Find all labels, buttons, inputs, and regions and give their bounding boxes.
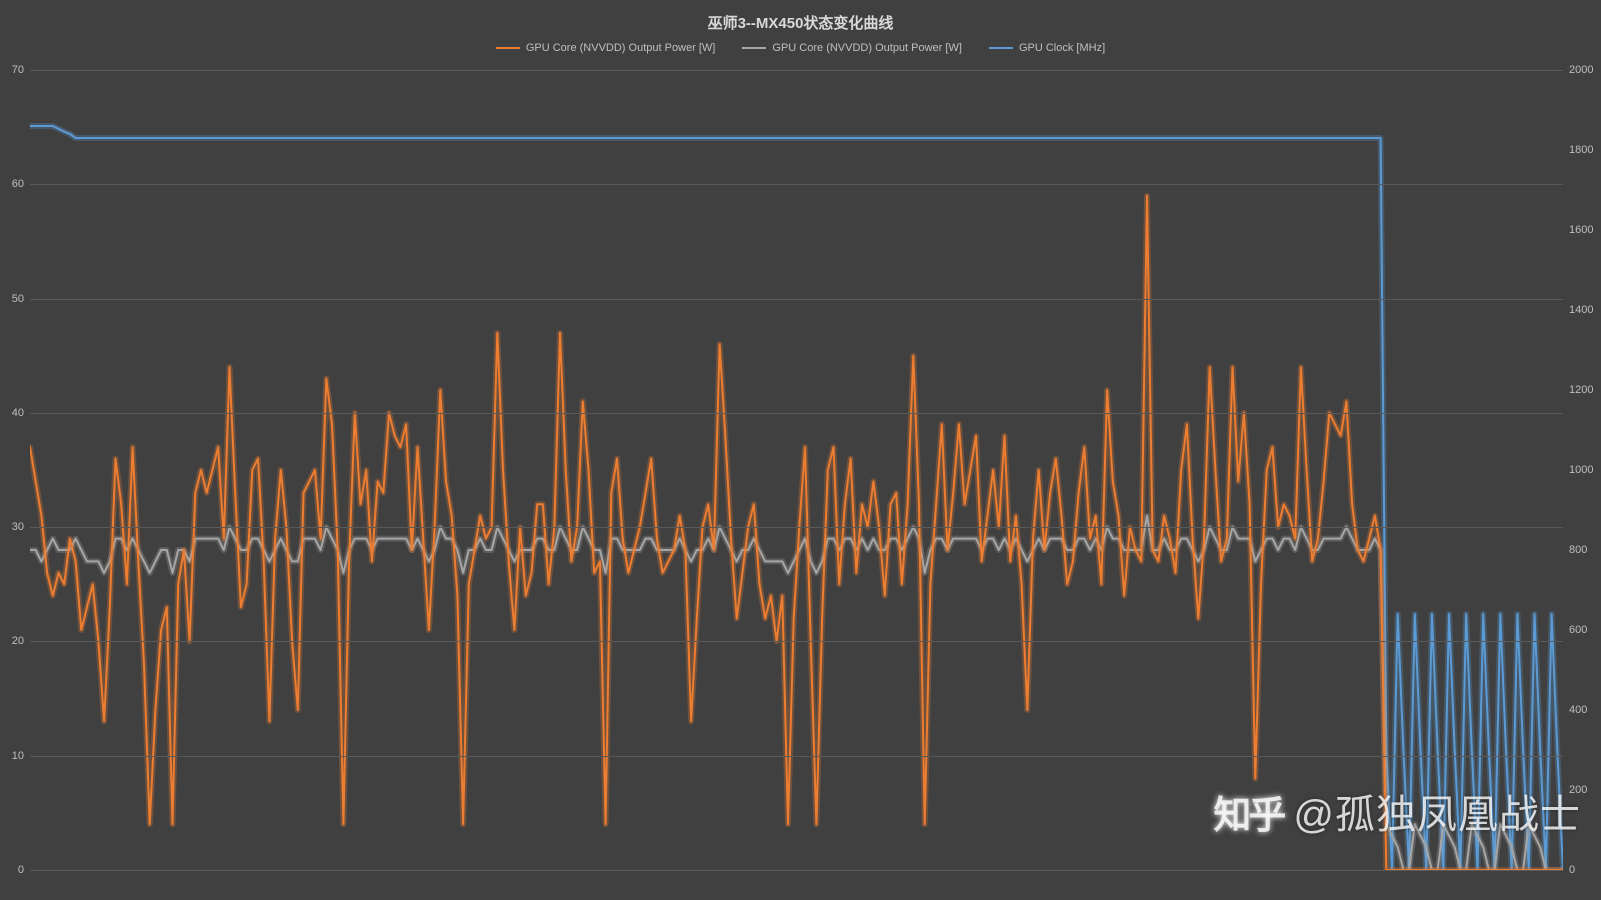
y-left-tick-label: 50	[12, 293, 30, 305]
legend-item-gray: GPU Core (NVVDD) Output Power [W]	[742, 42, 962, 54]
y-left-tick-label: 70	[12, 64, 30, 76]
chart-legend: GPU Core (NVVDD) Output Power [W] GPU Co…	[0, 40, 1601, 54]
gridline	[30, 70, 1563, 71]
legend-swatch-gray	[742, 47, 766, 49]
y-right-tick-label: 600	[1563, 624, 1587, 636]
y-left-tick-label: 20	[12, 635, 30, 647]
watermark-text: @孤独凤凰战士	[1293, 782, 1581, 840]
y-right-tick-label: 2000	[1563, 64, 1593, 76]
legend-label: GPU Core (NVVDD) Output Power [W]	[772, 42, 962, 54]
y-right-tick-label: 1000	[1563, 464, 1593, 476]
legend-swatch-orange	[496, 47, 520, 49]
gridline	[30, 641, 1563, 642]
y-right-tick-label: 400	[1563, 704, 1587, 716]
y-left-tick-label: 60	[12, 178, 30, 190]
plot-area: 010203040506070 020040060080010001200140…	[30, 70, 1563, 870]
legend-item-blue: GPU Clock [MHz]	[989, 42, 1105, 54]
legend-label: GPU Core (NVVDD) Output Power [W]	[526, 42, 716, 54]
gridline	[30, 299, 1563, 300]
gridline	[30, 184, 1563, 185]
y-left-tick-label: 10	[12, 750, 30, 762]
chart-title: 巫师3--MX450状态变化曲线	[0, 12, 1601, 33]
y-right-tick-label: 1600	[1563, 224, 1593, 236]
y-right-tick-label: 800	[1563, 544, 1587, 556]
chart-svg	[30, 70, 1563, 870]
y-right-tick-label: 1800	[1563, 144, 1593, 156]
legend-label: GPU Clock [MHz]	[1019, 42, 1105, 54]
y-right-tick-label: 1200	[1563, 384, 1593, 396]
series-glow-orange	[30, 196, 1563, 870]
y-right-tick-label: 1400	[1563, 304, 1593, 316]
gridline	[30, 756, 1563, 757]
y-left-tick-label: 40	[12, 407, 30, 419]
gridline	[30, 413, 1563, 414]
watermark: 知乎 @孤独凤凰战士	[1213, 782, 1581, 840]
legend-swatch-blue	[989, 47, 1013, 49]
y-left-tick-label: 30	[12, 521, 30, 533]
y-right-tick-label: 0	[1563, 864, 1575, 876]
gridline	[30, 527, 1563, 528]
chart-container: 巫师3--MX450状态变化曲线 GPU Core (NVVDD) Output…	[0, 0, 1601, 900]
y-left-tick-label: 0	[18, 864, 30, 876]
legend-item-orange: GPU Core (NVVDD) Output Power [W]	[496, 42, 716, 54]
gridline	[30, 870, 1563, 871]
zhihu-logo: 知乎	[1213, 784, 1283, 839]
